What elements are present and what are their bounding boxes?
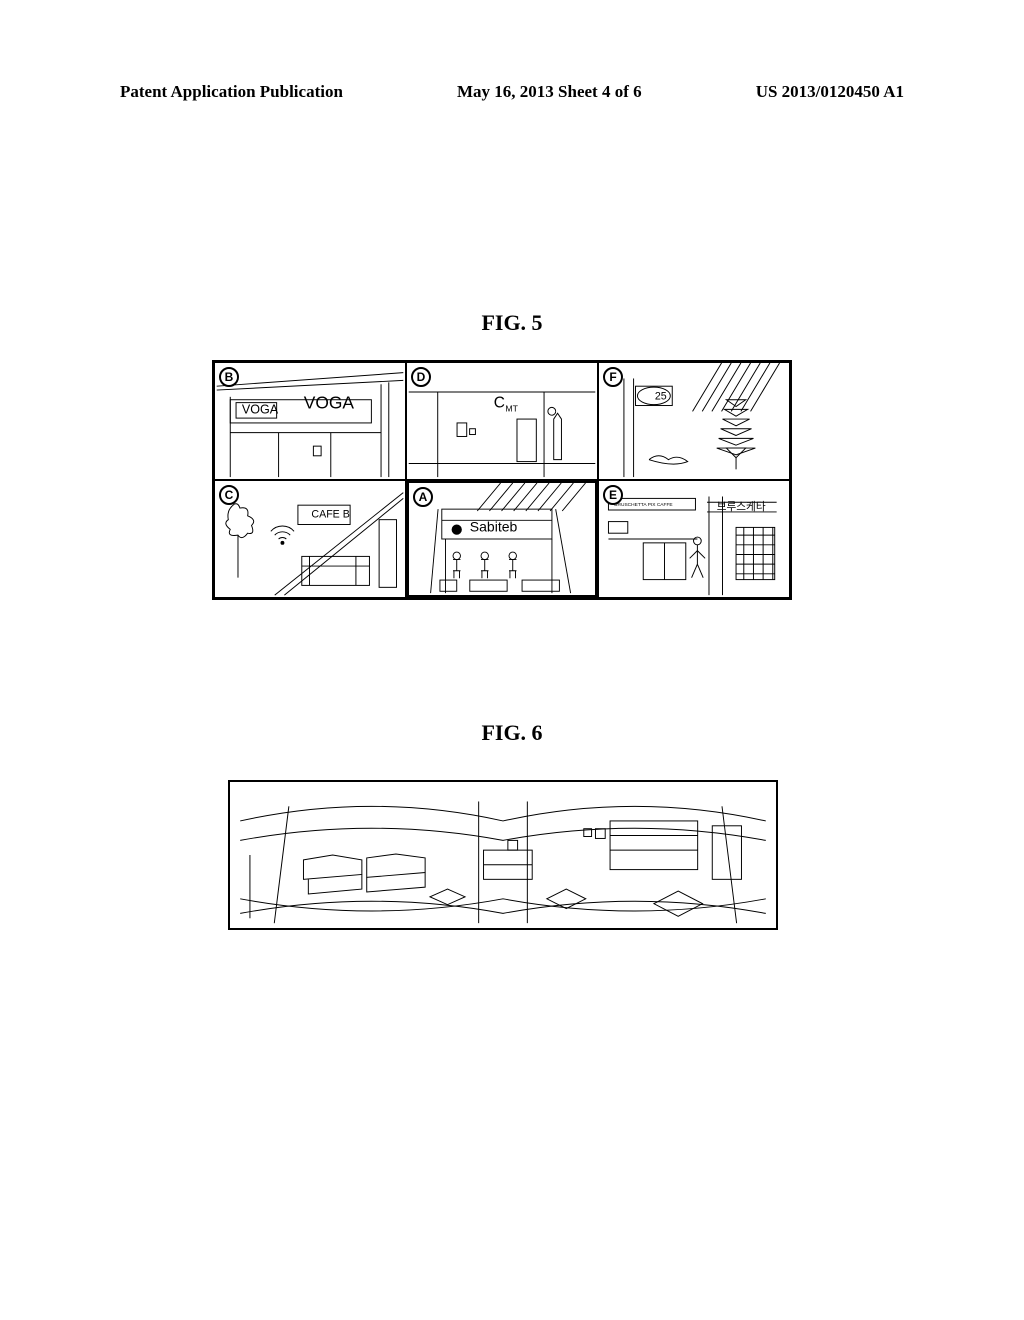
fig6-drawing bbox=[230, 782, 776, 928]
fig5-grid: VOGAVOGABCMTD25FCAFE BCSabitebABRUSCHETT… bbox=[212, 360, 792, 600]
panel-label-E: E bbox=[603, 485, 623, 505]
svg-text:브루스케타: 브루스케타 bbox=[717, 501, 766, 513]
panel-label-B: B bbox=[219, 367, 239, 387]
panel-label-A: A bbox=[413, 487, 433, 507]
svg-text:Sabiteb: Sabiteb bbox=[470, 519, 518, 535]
fig5-panel-F: 25 F bbox=[598, 362, 790, 480]
svg-text:C: C bbox=[494, 394, 505, 411]
fig5-label: FIG. 5 bbox=[0, 310, 1024, 336]
panel-label-D: D bbox=[411, 367, 431, 387]
svg-text:25: 25 bbox=[655, 391, 667, 403]
page-header: Patent Application Publication May 16, 2… bbox=[120, 82, 904, 102]
svg-text:VOGA: VOGA bbox=[242, 402, 279, 416]
svg-text:VOGA: VOGA bbox=[304, 392, 355, 412]
fig5-panel-C: CAFE B C bbox=[214, 480, 406, 598]
fig5-panel-D: CMT D bbox=[406, 362, 598, 480]
fig5-panel-B: VOGA VOGA B bbox=[214, 362, 406, 480]
header-patent-number: US 2013/0120450 A1 bbox=[756, 82, 904, 102]
header-date-sheet: May 16, 2013 Sheet 4 of 6 bbox=[457, 82, 642, 102]
svg-text:MT: MT bbox=[505, 403, 518, 413]
panel-label-C: C bbox=[219, 485, 239, 505]
page: Patent Application Publication May 16, 2… bbox=[0, 0, 1024, 1320]
header-publication: Patent Application Publication bbox=[120, 82, 343, 102]
svg-text:BRUSCHETTA PIX CAFFE: BRUSCHETTA PIX CAFFE bbox=[614, 502, 673, 508]
fig5-panel-A: Sabiteb A bbox=[406, 480, 598, 598]
fig6-panorama bbox=[228, 780, 778, 930]
svg-text:CAFE B: CAFE B bbox=[311, 509, 349, 521]
fig5-panel-E: BRUSCHETTA PIX CAFFE 브루스케타 E bbox=[598, 480, 790, 598]
panel-label-F: F bbox=[603, 367, 623, 387]
fig6-label: FIG. 6 bbox=[0, 720, 1024, 746]
